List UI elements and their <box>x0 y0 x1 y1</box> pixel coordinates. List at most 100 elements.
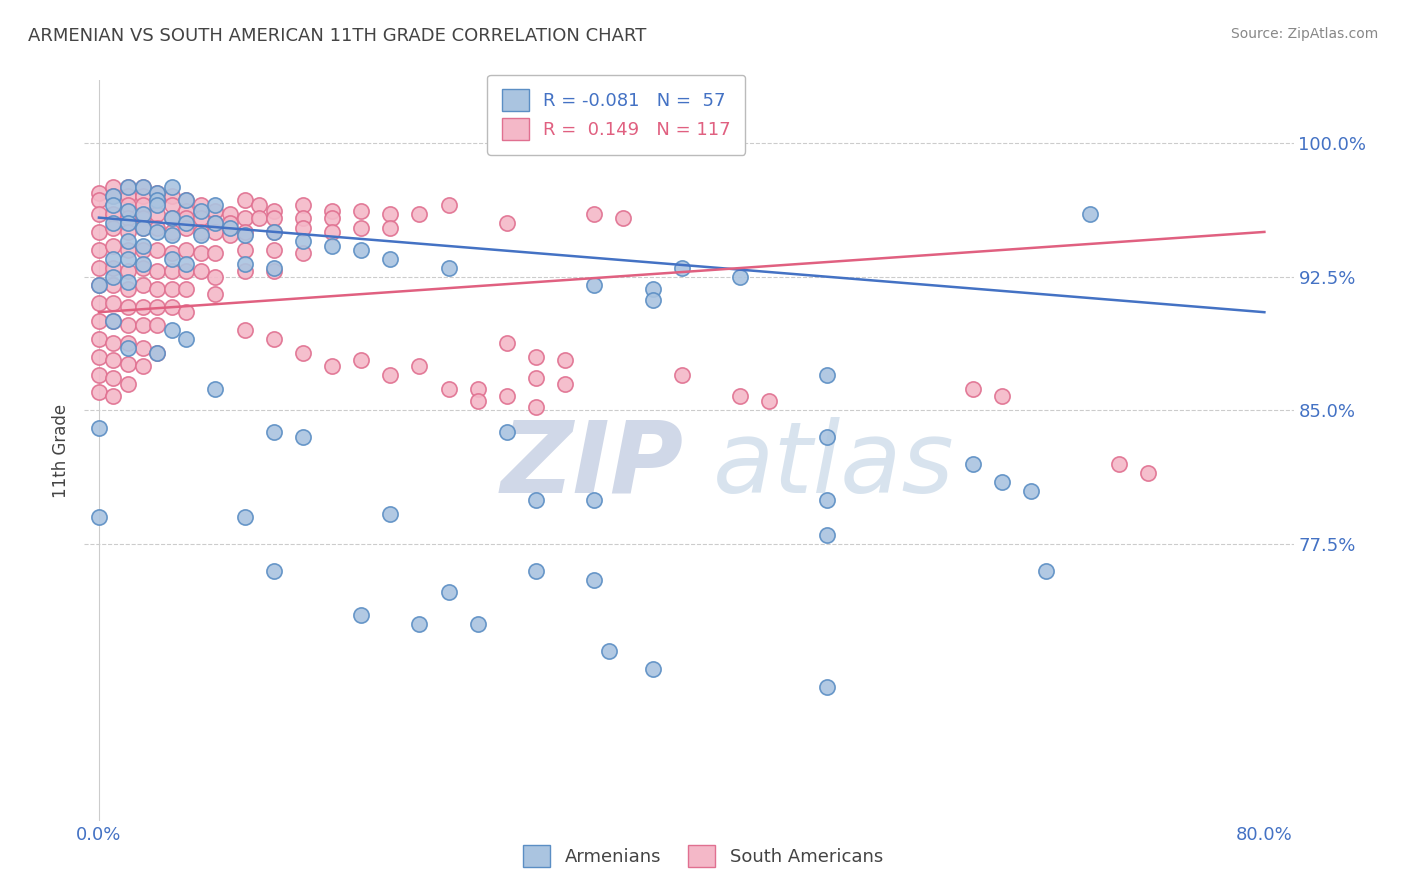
Point <box>146 193 169 207</box>
Point <box>160 211 183 225</box>
Point <box>117 225 139 239</box>
Point <box>87 278 110 293</box>
Point <box>131 341 153 355</box>
Point <box>815 528 838 542</box>
Point <box>146 318 169 332</box>
Point <box>87 186 110 200</box>
Point <box>219 207 242 221</box>
Point <box>176 203 198 218</box>
Point <box>233 193 256 207</box>
Point <box>321 203 343 218</box>
Point <box>321 225 343 239</box>
Point <box>815 430 838 444</box>
Point <box>146 346 169 360</box>
Point <box>87 260 110 275</box>
Point <box>103 371 125 385</box>
Point <box>117 275 139 289</box>
Point <box>728 389 751 403</box>
Point <box>233 257 256 271</box>
Point <box>176 282 198 296</box>
Point <box>87 193 110 207</box>
Point <box>131 211 153 225</box>
Point <box>103 335 125 350</box>
Point <box>87 207 110 221</box>
Point <box>131 221 153 235</box>
Point <box>233 211 256 225</box>
Point <box>350 203 373 218</box>
Point <box>554 376 576 391</box>
Point <box>160 180 183 194</box>
Point <box>219 216 242 230</box>
Point <box>160 252 183 266</box>
Point <box>291 246 314 260</box>
Legend: Armenians, South Americans: Armenians, South Americans <box>516 838 890 874</box>
Point <box>103 180 125 194</box>
Point <box>524 564 547 578</box>
Point <box>131 359 153 373</box>
Point <box>583 278 606 293</box>
Point <box>103 207 125 221</box>
Point <box>103 198 125 212</box>
Point <box>160 228 183 243</box>
Point <box>176 216 198 230</box>
Point <box>131 243 153 257</box>
Point <box>131 207 153 221</box>
Point <box>146 207 169 221</box>
Point <box>380 368 402 382</box>
Point <box>671 368 693 382</box>
Point <box>321 211 343 225</box>
Point <box>380 207 402 221</box>
Point <box>160 225 183 239</box>
Point <box>146 282 169 296</box>
Point <box>131 180 153 194</box>
Point <box>467 394 489 409</box>
Point <box>131 260 153 275</box>
Point <box>1035 564 1057 578</box>
Point <box>176 305 198 319</box>
Point <box>437 260 460 275</box>
Text: ARMENIAN VS SOUTH AMERICAN 11TH GRADE CORRELATION CHART: ARMENIAN VS SOUTH AMERICAN 11TH GRADE CO… <box>28 27 647 45</box>
Point <box>103 314 125 328</box>
Point <box>117 376 139 391</box>
Point <box>233 243 256 257</box>
Point <box>160 246 183 260</box>
Point <box>146 346 169 360</box>
Point <box>131 189 153 203</box>
Point <box>190 228 212 243</box>
Point <box>131 221 153 235</box>
Point <box>641 282 664 296</box>
Point <box>962 457 984 471</box>
Point <box>103 189 125 203</box>
Point <box>467 382 489 396</box>
Point <box>160 211 183 225</box>
Point <box>176 221 198 235</box>
Point <box>380 507 402 521</box>
Point <box>962 382 984 396</box>
Point <box>263 225 285 239</box>
Point <box>408 207 430 221</box>
Point <box>87 314 110 328</box>
Point <box>190 211 212 225</box>
Point <box>87 385 110 400</box>
Point <box>991 389 1014 403</box>
Point <box>263 225 285 239</box>
Point <box>583 492 606 507</box>
Point <box>380 221 402 235</box>
Point <box>160 189 183 203</box>
Point <box>103 353 125 368</box>
Point <box>146 186 169 200</box>
Point <box>219 221 242 235</box>
Point <box>87 296 110 310</box>
Point <box>1019 483 1042 498</box>
Point <box>176 332 198 346</box>
Point <box>117 300 139 314</box>
Point <box>524 492 547 507</box>
Point <box>815 492 838 507</box>
Point <box>176 243 198 257</box>
Point <box>103 252 125 266</box>
Point <box>204 382 226 396</box>
Text: ZIP: ZIP <box>501 417 683 514</box>
Point <box>1136 466 1159 480</box>
Point <box>204 246 226 260</box>
Point <box>190 246 212 260</box>
